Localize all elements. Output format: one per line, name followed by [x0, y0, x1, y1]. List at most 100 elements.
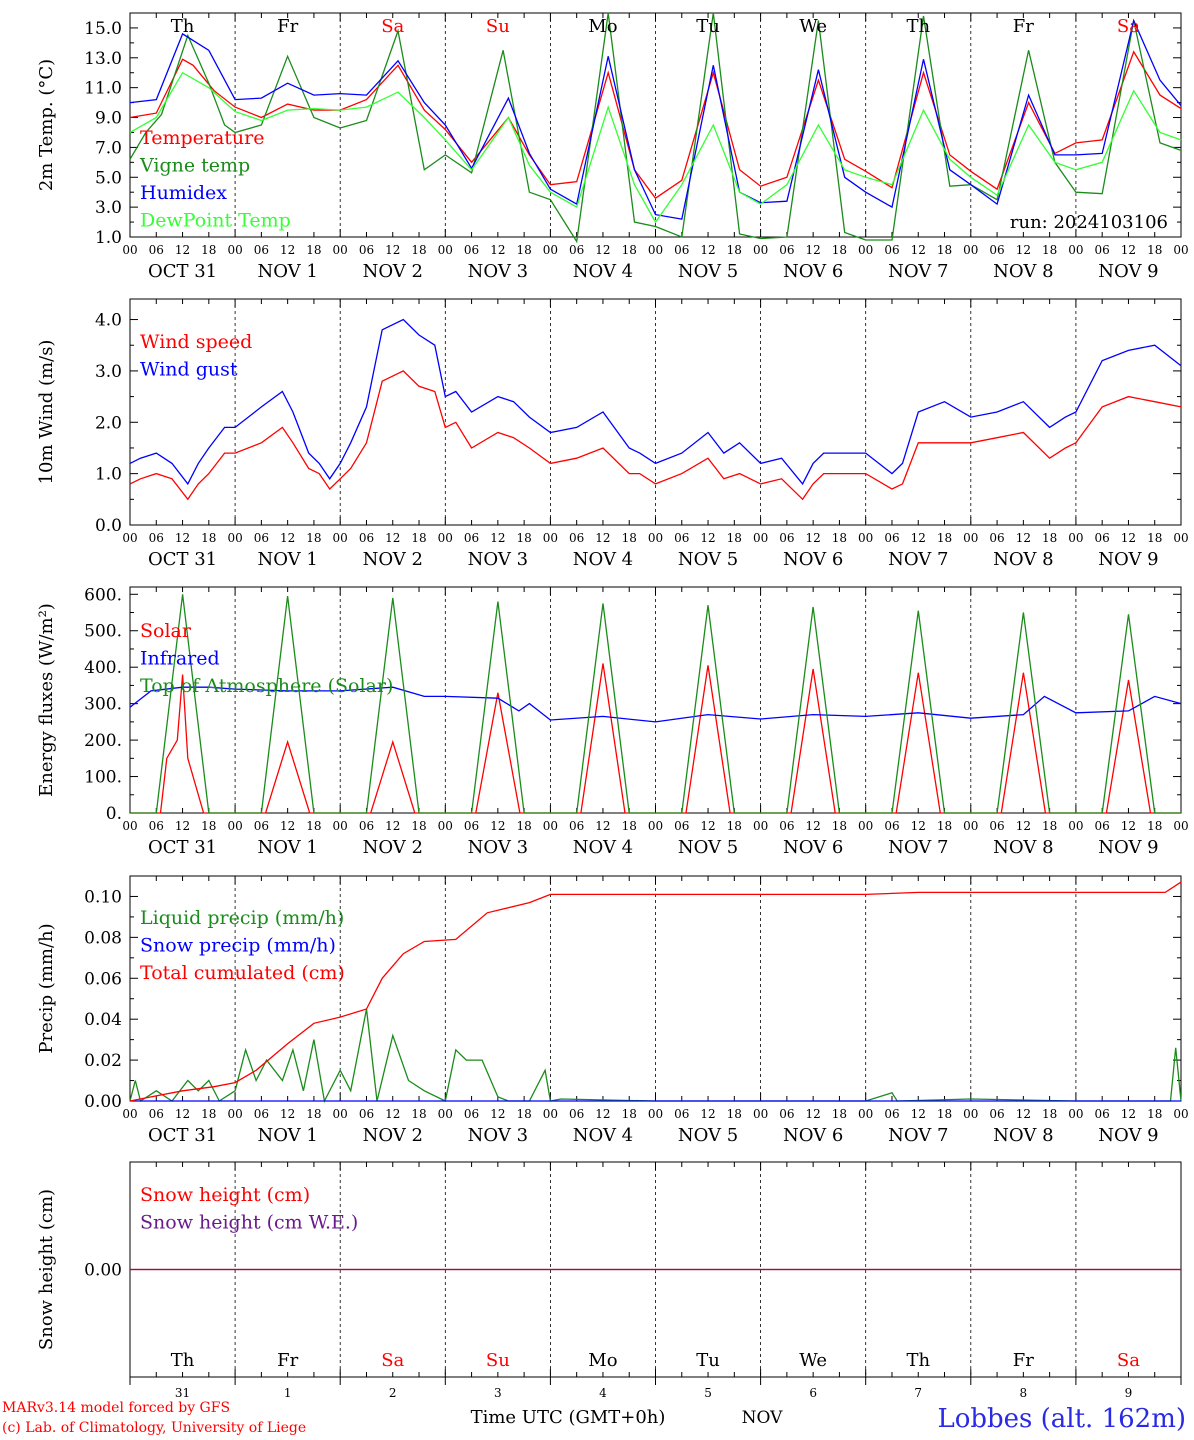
hour-label: 00 — [1173, 531, 1188, 545]
hour-label: 00 — [333, 1107, 348, 1121]
day-name: Fr — [1013, 16, 1034, 37]
hour-label: 00 — [753, 243, 768, 257]
date-label: OCT 31 — [148, 261, 217, 282]
hour-label: 00 — [333, 243, 348, 257]
snow-y-axis-label: Snow height (cm) — [36, 1189, 57, 1350]
hour-label: 18 — [1147, 1107, 1162, 1121]
hour-label: 18 — [1147, 819, 1162, 833]
hour-label: 00 — [438, 1107, 453, 1121]
hour-label: 18 — [516, 1107, 531, 1121]
temp-series-3 — [129, 71, 1182, 224]
hour-label: 12 — [911, 243, 926, 257]
hour-label: 18 — [411, 531, 426, 545]
precip-legend-entry: Snow precip (mm/h) — [140, 935, 336, 957]
hour-label: 06 — [884, 819, 899, 833]
hour-label: 00 — [1068, 1107, 1083, 1121]
hour-label: 00 — [963, 531, 978, 545]
hour-label: 06 — [359, 819, 374, 833]
wind-y-tick-label: 4.0 — [95, 311, 122, 331]
hour-label: 00 — [858, 1107, 873, 1121]
hour-label: 06 — [359, 243, 374, 257]
hour-label: 12 — [700, 819, 715, 833]
hour-label: 06 — [464, 243, 479, 257]
hour-label: 06 — [569, 243, 584, 257]
date-label: NOV 8 — [993, 549, 1053, 570]
hour-label: 12 — [1121, 243, 1136, 257]
time-axis-label: Time UTC (GMT+0h) — [471, 1407, 666, 1428]
day-name: Sa — [381, 16, 404, 37]
hour-label: 12 — [175, 531, 190, 545]
hour-label: 18 — [1042, 243, 1057, 257]
date-label: NOV 5 — [678, 261, 738, 282]
hour-label: 18 — [201, 819, 216, 833]
energy-series-1 — [129, 686, 1182, 723]
hour-label: 06 — [254, 819, 269, 833]
hour-label: 06 — [569, 819, 584, 833]
hour-label: 18 — [1147, 243, 1162, 257]
hour-label: 00 — [543, 243, 558, 257]
date-label: OCT 31 — [148, 837, 217, 858]
hour-label: 18 — [727, 243, 742, 257]
hour-label: 00 — [753, 531, 768, 545]
hour-label: 06 — [149, 1107, 164, 1121]
day-name: Su — [486, 1350, 510, 1371]
date-label: NOV 9 — [1098, 549, 1158, 570]
energy-legend-entry: Solar — [140, 620, 192, 642]
hour-label: 06 — [569, 531, 584, 545]
hour-label: 18 — [832, 819, 847, 833]
day-name: Sa — [1117, 1350, 1140, 1371]
hour-label: 18 — [727, 819, 742, 833]
hour-label: 18 — [832, 531, 847, 545]
hour-label: 06 — [779, 531, 794, 545]
date-label: NOV 4 — [573, 549, 633, 570]
hour-label: 00 — [438, 243, 453, 257]
hour-label: 12 — [490, 819, 505, 833]
snow-legend-entry: Snow height (cm W.E.) — [140, 1212, 358, 1234]
precip-y-axis-label: Precip (mm/h) — [36, 923, 57, 1053]
hour-label: 00 — [648, 1107, 663, 1121]
hour-label: 18 — [937, 1107, 952, 1121]
energy-y-tick-label: 500. — [84, 622, 122, 642]
date-label: NOV 3 — [468, 1125, 528, 1146]
month-label: NOV — [742, 1408, 784, 1428]
hour-label: 06 — [989, 531, 1004, 545]
date-label: NOV 7 — [888, 837, 948, 858]
temp-y-tick-label: 1.0 — [95, 228, 122, 248]
hour-label: 00 — [122, 1107, 137, 1121]
energy-legend-entry: Top of Atmosphere (Solar) — [140, 675, 393, 697]
date-label: NOV 6 — [783, 261, 843, 282]
date-label: NOV 8 — [993, 261, 1053, 282]
hour-label: 18 — [622, 1107, 637, 1121]
snow-legend-entry: Snow height (cm) — [140, 1184, 310, 1206]
hour-label: 00 — [333, 531, 348, 545]
precip-y-tick-label: 0.08 — [84, 928, 122, 948]
hour-label: 12 — [911, 819, 926, 833]
temp-legend-entry: DewPoint Temp — [140, 210, 291, 232]
hour-label: 06 — [779, 243, 794, 257]
day-name: Sa — [1117, 16, 1140, 37]
hour-label: 12 — [385, 243, 400, 257]
date-label: OCT 31 — [148, 549, 217, 570]
hour-label: 12 — [806, 243, 821, 257]
hour-label: 06 — [254, 1107, 269, 1121]
date-label: NOV 1 — [257, 837, 317, 858]
hour-label: 18 — [306, 243, 321, 257]
hour-label: 06 — [779, 1107, 794, 1121]
energy-y-tick-label: 100. — [84, 768, 122, 788]
hour-label: 06 — [359, 531, 374, 545]
wind-y-tick-label: 3.0 — [95, 362, 122, 382]
date-label: NOV 6 — [783, 549, 843, 570]
hour-label: 18 — [1147, 531, 1162, 545]
wind-y-tick-label: 0.0 — [95, 516, 122, 536]
hour-label: 18 — [411, 1107, 426, 1121]
hour-label: 12 — [385, 531, 400, 545]
hour-label: 00 — [1068, 819, 1083, 833]
day-name: Fr — [277, 16, 298, 37]
day-name: Tu — [696, 16, 720, 37]
day-number: 8 — [1020, 1386, 1028, 1400]
date-label: NOV 2 — [363, 549, 423, 570]
hour-label: 12 — [806, 819, 821, 833]
date-label: NOV 1 — [257, 261, 317, 282]
day-name: Fr — [1013, 1350, 1034, 1371]
day-name: Fr — [277, 1350, 298, 1371]
